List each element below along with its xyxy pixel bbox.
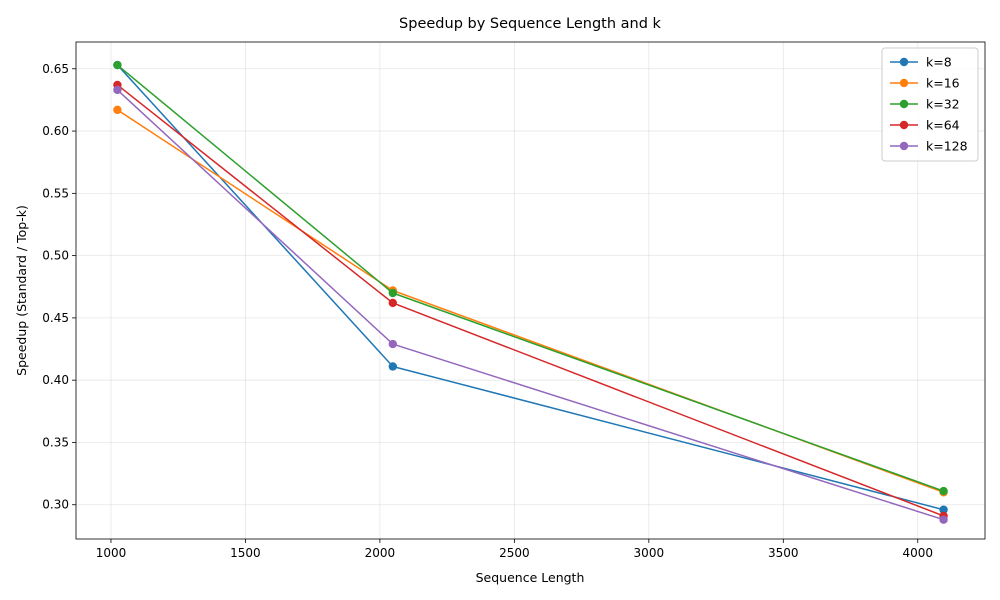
x-tick-label: 1000 bbox=[96, 546, 127, 560]
data-point bbox=[939, 505, 948, 514]
legend-marker bbox=[899, 141, 909, 151]
x-tick-label: 2000 bbox=[365, 546, 396, 560]
series-group bbox=[113, 60, 948, 524]
data-point bbox=[113, 105, 122, 115]
data-point bbox=[388, 288, 398, 298]
y-tick-label: 0.50 bbox=[42, 249, 69, 263]
data-point bbox=[388, 362, 398, 371]
x-tick-label: 3500 bbox=[768, 546, 799, 560]
series-line bbox=[116, 84, 944, 517]
legend-label: k=64 bbox=[926, 118, 960, 133]
series-k=64 bbox=[113, 80, 948, 521]
y-axis-label: Speedup (Standard / Top-k) bbox=[14, 205, 29, 376]
data-point bbox=[113, 85, 122, 95]
legend-item: k=64 bbox=[890, 118, 960, 133]
data-point bbox=[939, 515, 948, 524]
x-axis-label: Sequence Length bbox=[476, 570, 585, 585]
series-line bbox=[116, 89, 944, 521]
legend-item: k=16 bbox=[890, 76, 960, 91]
legend-label: k=32 bbox=[926, 97, 960, 112]
y-tick-label: 0.35 bbox=[42, 435, 69, 449]
x-tick-label: 4000 bbox=[902, 546, 933, 560]
legend-marker bbox=[899, 99, 909, 109]
plot-area-frame bbox=[75, 41, 986, 540]
y-tick-label: 0.60 bbox=[42, 124, 69, 138]
legend-frame bbox=[881, 47, 979, 162]
x-tick-label: 2500 bbox=[499, 546, 530, 560]
y-tick-label: 0.30 bbox=[42, 498, 69, 512]
data-point bbox=[113, 60, 122, 70]
series-k=128 bbox=[113, 85, 948, 524]
x-tick-label: 3000 bbox=[634, 546, 665, 560]
legend: k=8 k=16 k=32 k=64 k=128 bbox=[881, 47, 979, 162]
y-tick-label: 0.45 bbox=[42, 311, 69, 325]
y-tick-label: 0.40 bbox=[42, 373, 69, 387]
legend-label: k=8 bbox=[926, 55, 952, 70]
legend-item: k=8 bbox=[890, 55, 952, 70]
legend-label: k=128 bbox=[926, 139, 968, 154]
y-tick-label: 0.65 bbox=[42, 62, 69, 76]
x-tick-label: 1500 bbox=[230, 546, 261, 560]
chart-title: Speedup by Sequence Length and k bbox=[399, 16, 661, 32]
y-tick-label: 0.55 bbox=[42, 186, 69, 200]
legend-marker bbox=[899, 78, 909, 88]
series-k=32 bbox=[113, 60, 948, 496]
legend-item: k=128 bbox=[890, 139, 968, 154]
legend-marker bbox=[899, 57, 909, 67]
data-point bbox=[388, 298, 398, 308]
series-k=8 bbox=[113, 60, 948, 514]
legend-item: k=32 bbox=[890, 97, 960, 112]
series-line bbox=[116, 64, 944, 511]
axis-ticks: 1000 1500 2000 2500 3000 3500 4000 0.30 0.35 0.40… bbox=[42, 62, 933, 560]
legend-marker bbox=[899, 120, 909, 130]
data-point bbox=[939, 486, 948, 496]
series-line bbox=[116, 64, 944, 492]
legend-label: k=16 bbox=[926, 76, 960, 91]
grid bbox=[76, 42, 985, 539]
data-point bbox=[388, 339, 398, 349]
